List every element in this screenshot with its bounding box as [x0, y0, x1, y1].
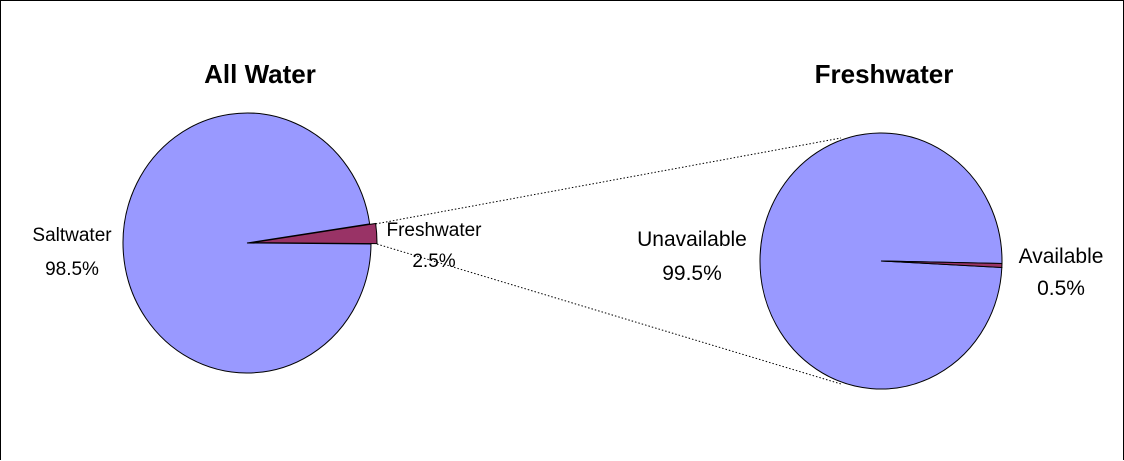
connector-line-bottom: [376, 243, 842, 385]
pie-slice-freshwater: [252, 222, 378, 245]
chart-title-freshwater: Freshwater: [815, 59, 954, 89]
slice-value-available: 0.5%: [1037, 277, 1085, 300]
pie-all-water: [122, 112, 378, 374]
slice-label-unavailable: Unavailable: [637, 228, 747, 251]
pie-slice-available: [880, 260, 1003, 269]
connector-lines: [375, 137, 842, 385]
slice-value-saltwater: 98.5%: [45, 259, 99, 280]
pie-slice-saltwater: [122, 112, 372, 374]
slice-value-unavailable: 99.5%: [662, 262, 722, 285]
slice-label-saltwater: Saltwater: [32, 225, 112, 246]
pie-freshwater: [759, 132, 1003, 390]
slice-value-freshwater: 2.5%: [412, 251, 455, 272]
slice-label-available: Available: [1019, 245, 1104, 268]
chart-title-all-water: All Water: [204, 59, 316, 89]
slice-label-freshwater: Freshwater: [386, 220, 482, 241]
